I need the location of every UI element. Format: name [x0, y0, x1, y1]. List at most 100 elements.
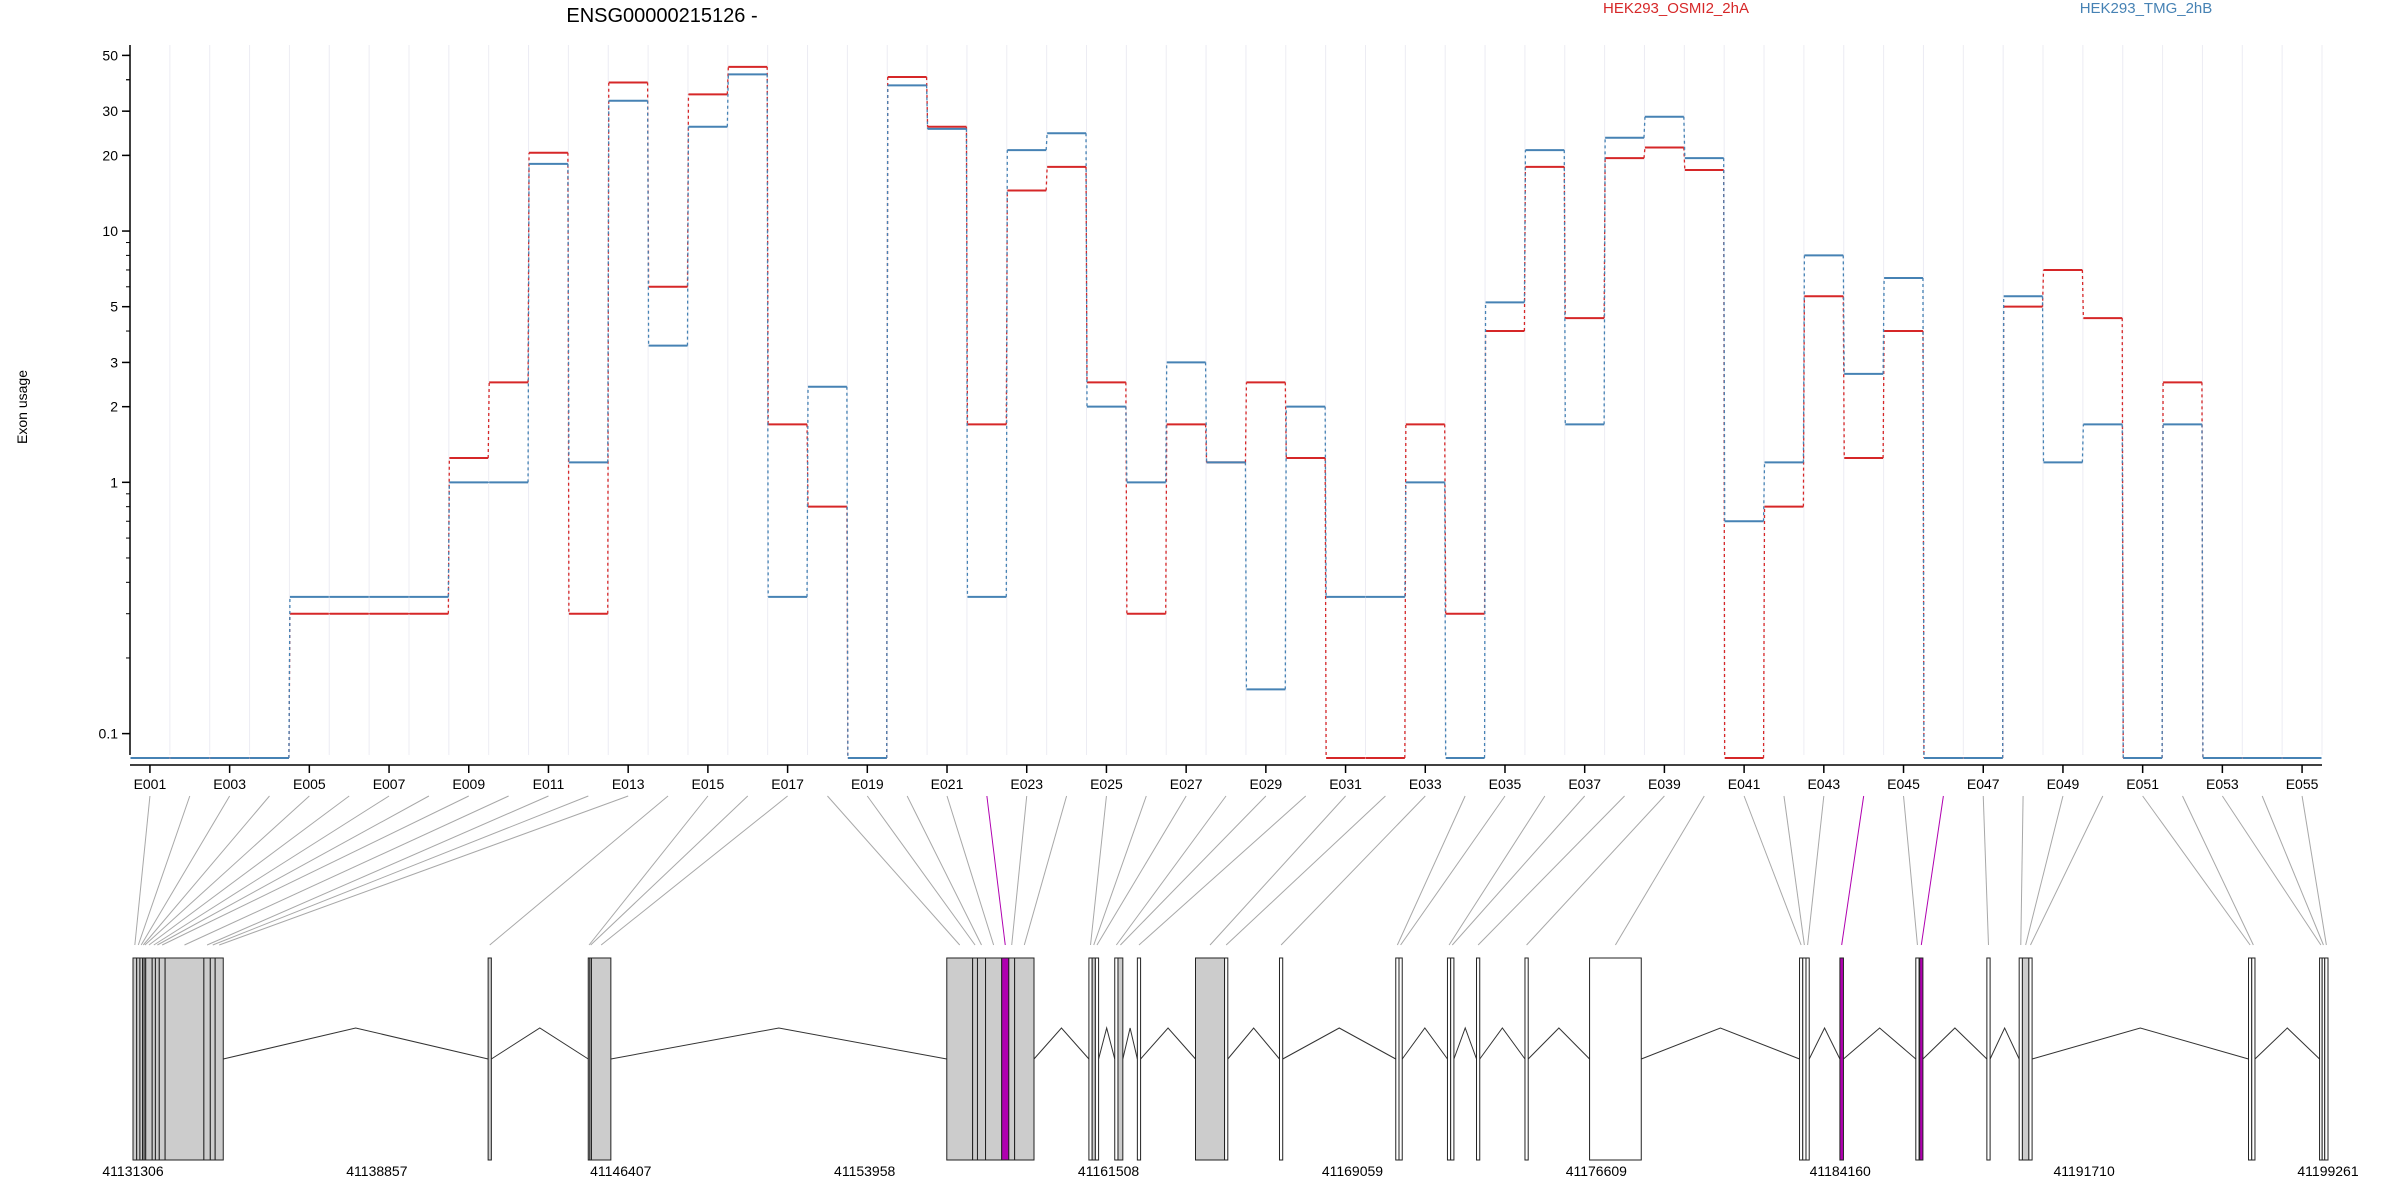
- chart-title: ENSG00000215126 -: [566, 5, 757, 27]
- series-2-connector-46: [2002, 296, 2005, 758]
- series-lines: [130, 65, 2322, 759]
- x-tick-label-E037: E037: [1568, 776, 1601, 792]
- series-2-connector-20: [965, 128, 969, 597]
- series-2-connector-38: [1683, 116, 1686, 159]
- series-2-connector-32: [1444, 482, 1447, 758]
- x-tick-label-E055: E055: [2286, 776, 2319, 792]
- exon-box-E044: [1839, 957, 1844, 1161]
- coordinate-label-0: 41131306: [102, 1163, 163, 1179]
- y-tick-label-3: 3: [110, 354, 118, 370]
- series-2-connector-7: [447, 482, 450, 597]
- connector-E038: [1477, 795, 1625, 946]
- y-tick-label-6: 20: [102, 147, 118, 163]
- exon-box-E029: [1117, 957, 1124, 1161]
- connector-E020: [906, 795, 982, 946]
- series-2-connector-21: [1005, 150, 1008, 597]
- connector-E008: [157, 795, 430, 946]
- series-1-connector-38: [1683, 147, 1686, 170]
- connector-E017: [600, 795, 788, 946]
- series-2-connector-28: [1284, 406, 1287, 690]
- gene-model: [132, 957, 2329, 1161]
- series-2-connector-26: [1204, 362, 1208, 463]
- series-2-connector-29: [1324, 406, 1327, 597]
- intron-E043-E044: [1808, 1026, 1841, 1060]
- connector-E055: [2301, 795, 2327, 946]
- series-2-connector-44: [1922, 278, 1925, 758]
- y-tick-label-2: 2: [110, 399, 118, 415]
- series-1-connector-27: [1244, 382, 1248, 463]
- intron-E040-E041: [1641, 1027, 1800, 1060]
- connector-E044: [1841, 795, 1865, 946]
- x-tick-label-E027: E027: [1170, 776, 1203, 792]
- coordinate-label-2: 41146407: [590, 1163, 651, 1179]
- series-1-connector-31: [1404, 424, 1407, 758]
- connector-E007: [153, 795, 390, 946]
- connector-E027: [1096, 795, 1187, 946]
- series-2-connector-24: [1125, 406, 1128, 483]
- exon-box-E045: [1915, 957, 1920, 1161]
- series-2-connector-12: [646, 100, 650, 346]
- series-2-connector-17: [846, 386, 849, 758]
- connector-E011: [206, 795, 549, 946]
- exon-box-E055: [2324, 957, 2329, 1161]
- intron-E030-E031: [1140, 1027, 1196, 1060]
- exon-box-E033: [1278, 957, 1284, 1161]
- y-tick-label-1: 1: [110, 474, 118, 490]
- coordinate-label-7: 41184160: [1810, 1163, 1871, 1179]
- intron-E046-E047: [1922, 1027, 1988, 1060]
- exon-box-E046: [1919, 957, 1924, 1161]
- series-2-connector-9: [527, 163, 530, 483]
- x-tick-label-E001: E001: [134, 776, 167, 792]
- connector-E015: [588, 795, 709, 946]
- intron-E029-E030: [1122, 1027, 1138, 1060]
- connector-E005: [144, 795, 310, 946]
- x-tick-label-E039: E039: [1648, 776, 1681, 792]
- connector-E014: [489, 795, 669, 946]
- series-2-connector-41: [1802, 255, 1806, 463]
- x-tick-label-E019: E019: [851, 776, 884, 792]
- exon-box-E023: [1008, 957, 1016, 1161]
- connector-E018: [827, 795, 961, 946]
- x-tick-label-E009: E009: [452, 776, 485, 792]
- x-tick-label-E007: E007: [373, 776, 406, 792]
- series-2-connector-25: [1165, 362, 1168, 483]
- series-2-connector-27: [1244, 462, 1248, 690]
- connector-E001: [134, 795, 151, 946]
- coordinate-label-1: 41138857: [346, 1163, 407, 1179]
- exon-box-E021: [985, 957, 1003, 1161]
- connector-E013: [219, 795, 629, 946]
- series-1-connector-20: [965, 126, 969, 425]
- x-tick-label-E031: E031: [1329, 776, 1362, 792]
- y-tick-label-7: 30: [102, 103, 118, 119]
- connector-E045: [1903, 795, 1918, 946]
- series-1-connector-41: [1802, 296, 1806, 507]
- series-2-connector-18: [886, 85, 889, 758]
- y-tick-label-4: 5: [110, 299, 118, 315]
- intron-E044-E045: [1843, 1027, 1917, 1060]
- connector-E024: [1023, 795, 1068, 946]
- x-tick-label-E005: E005: [293, 776, 326, 792]
- x-tick-label-E025: E025: [1090, 776, 1123, 792]
- intron-E050-E051: [2031, 1027, 2249, 1060]
- exon-box-E014: [487, 957, 492, 1161]
- series-1-connector-48: [2081, 269, 2085, 319]
- series-2-connector-11: [607, 100, 610, 463]
- exon-connectors: [134, 795, 2327, 946]
- coordinate-label-6: 41176609: [1566, 1163, 1627, 1179]
- x-tick-label-E013: E013: [612, 776, 645, 792]
- series-1-connector-7: [447, 457, 450, 614]
- connector-E016: [590, 795, 749, 946]
- series-1: [130, 65, 2322, 759]
- connector-E036: [1448, 795, 1546, 946]
- exon-box-E031: [1195, 957, 1226, 1161]
- connector-E042: [1783, 795, 1805, 946]
- coordinate-label-8: 41191710: [2053, 1163, 2114, 1179]
- connector-E023: [1011, 795, 1028, 946]
- series-1-connector-22: [1045, 166, 1048, 191]
- connector-E052: [2182, 795, 2254, 946]
- x-tick-label-E047: E047: [1967, 776, 2000, 792]
- exon-box-E024: [1014, 957, 1035, 1161]
- connector-E034: [1396, 795, 1466, 946]
- series-1-connector-37: [1643, 147, 1646, 159]
